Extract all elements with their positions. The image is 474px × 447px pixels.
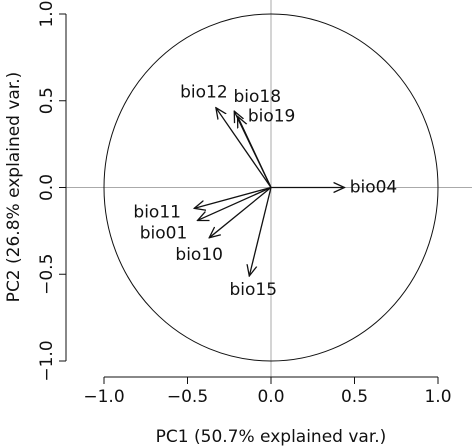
y-tick-label: 0.0 — [37, 174, 57, 201]
y-tick-label: 1.0 — [37, 0, 57, 27]
loading-arrow — [194, 186, 272, 209]
x-tick-label: 0.5 — [341, 387, 368, 407]
vector-label: bio11 — [133, 202, 181, 222]
y-axis-label: PC2 (26.8% explained var.) — [4, 72, 24, 303]
correlation-circle — [103, 13, 439, 362]
loading-arrow — [216, 108, 272, 188]
vector-label: bio19 — [248, 106, 296, 126]
x-tick-label: −0.5 — [167, 387, 208, 407]
loading-arrow — [198, 186, 272, 221]
vector-label: bio18 — [233, 87, 281, 107]
vector-label: bio10 — [175, 245, 223, 265]
vector-label: bio04 — [350, 178, 398, 198]
y-tick-label: 0.5 — [37, 87, 57, 114]
loading-arrow — [209, 186, 272, 238]
loading-arrow — [249, 187, 272, 276]
vector-label: bio15 — [230, 280, 278, 300]
x-tick-label: 0.0 — [257, 387, 284, 407]
vector-label: bio12 — [180, 83, 228, 103]
x-axis-label: PC1 (50.7% explained var.) — [156, 427, 387, 447]
loading-arrow — [238, 116, 272, 188]
x-tick-label: 1.0 — [424, 387, 451, 407]
y-tick-label: −1.0 — [37, 340, 57, 381]
y-tick-label: −0.5 — [37, 254, 57, 295]
vector-label: bio01 — [140, 223, 188, 243]
x-tick-label: −1.0 — [83, 387, 124, 407]
